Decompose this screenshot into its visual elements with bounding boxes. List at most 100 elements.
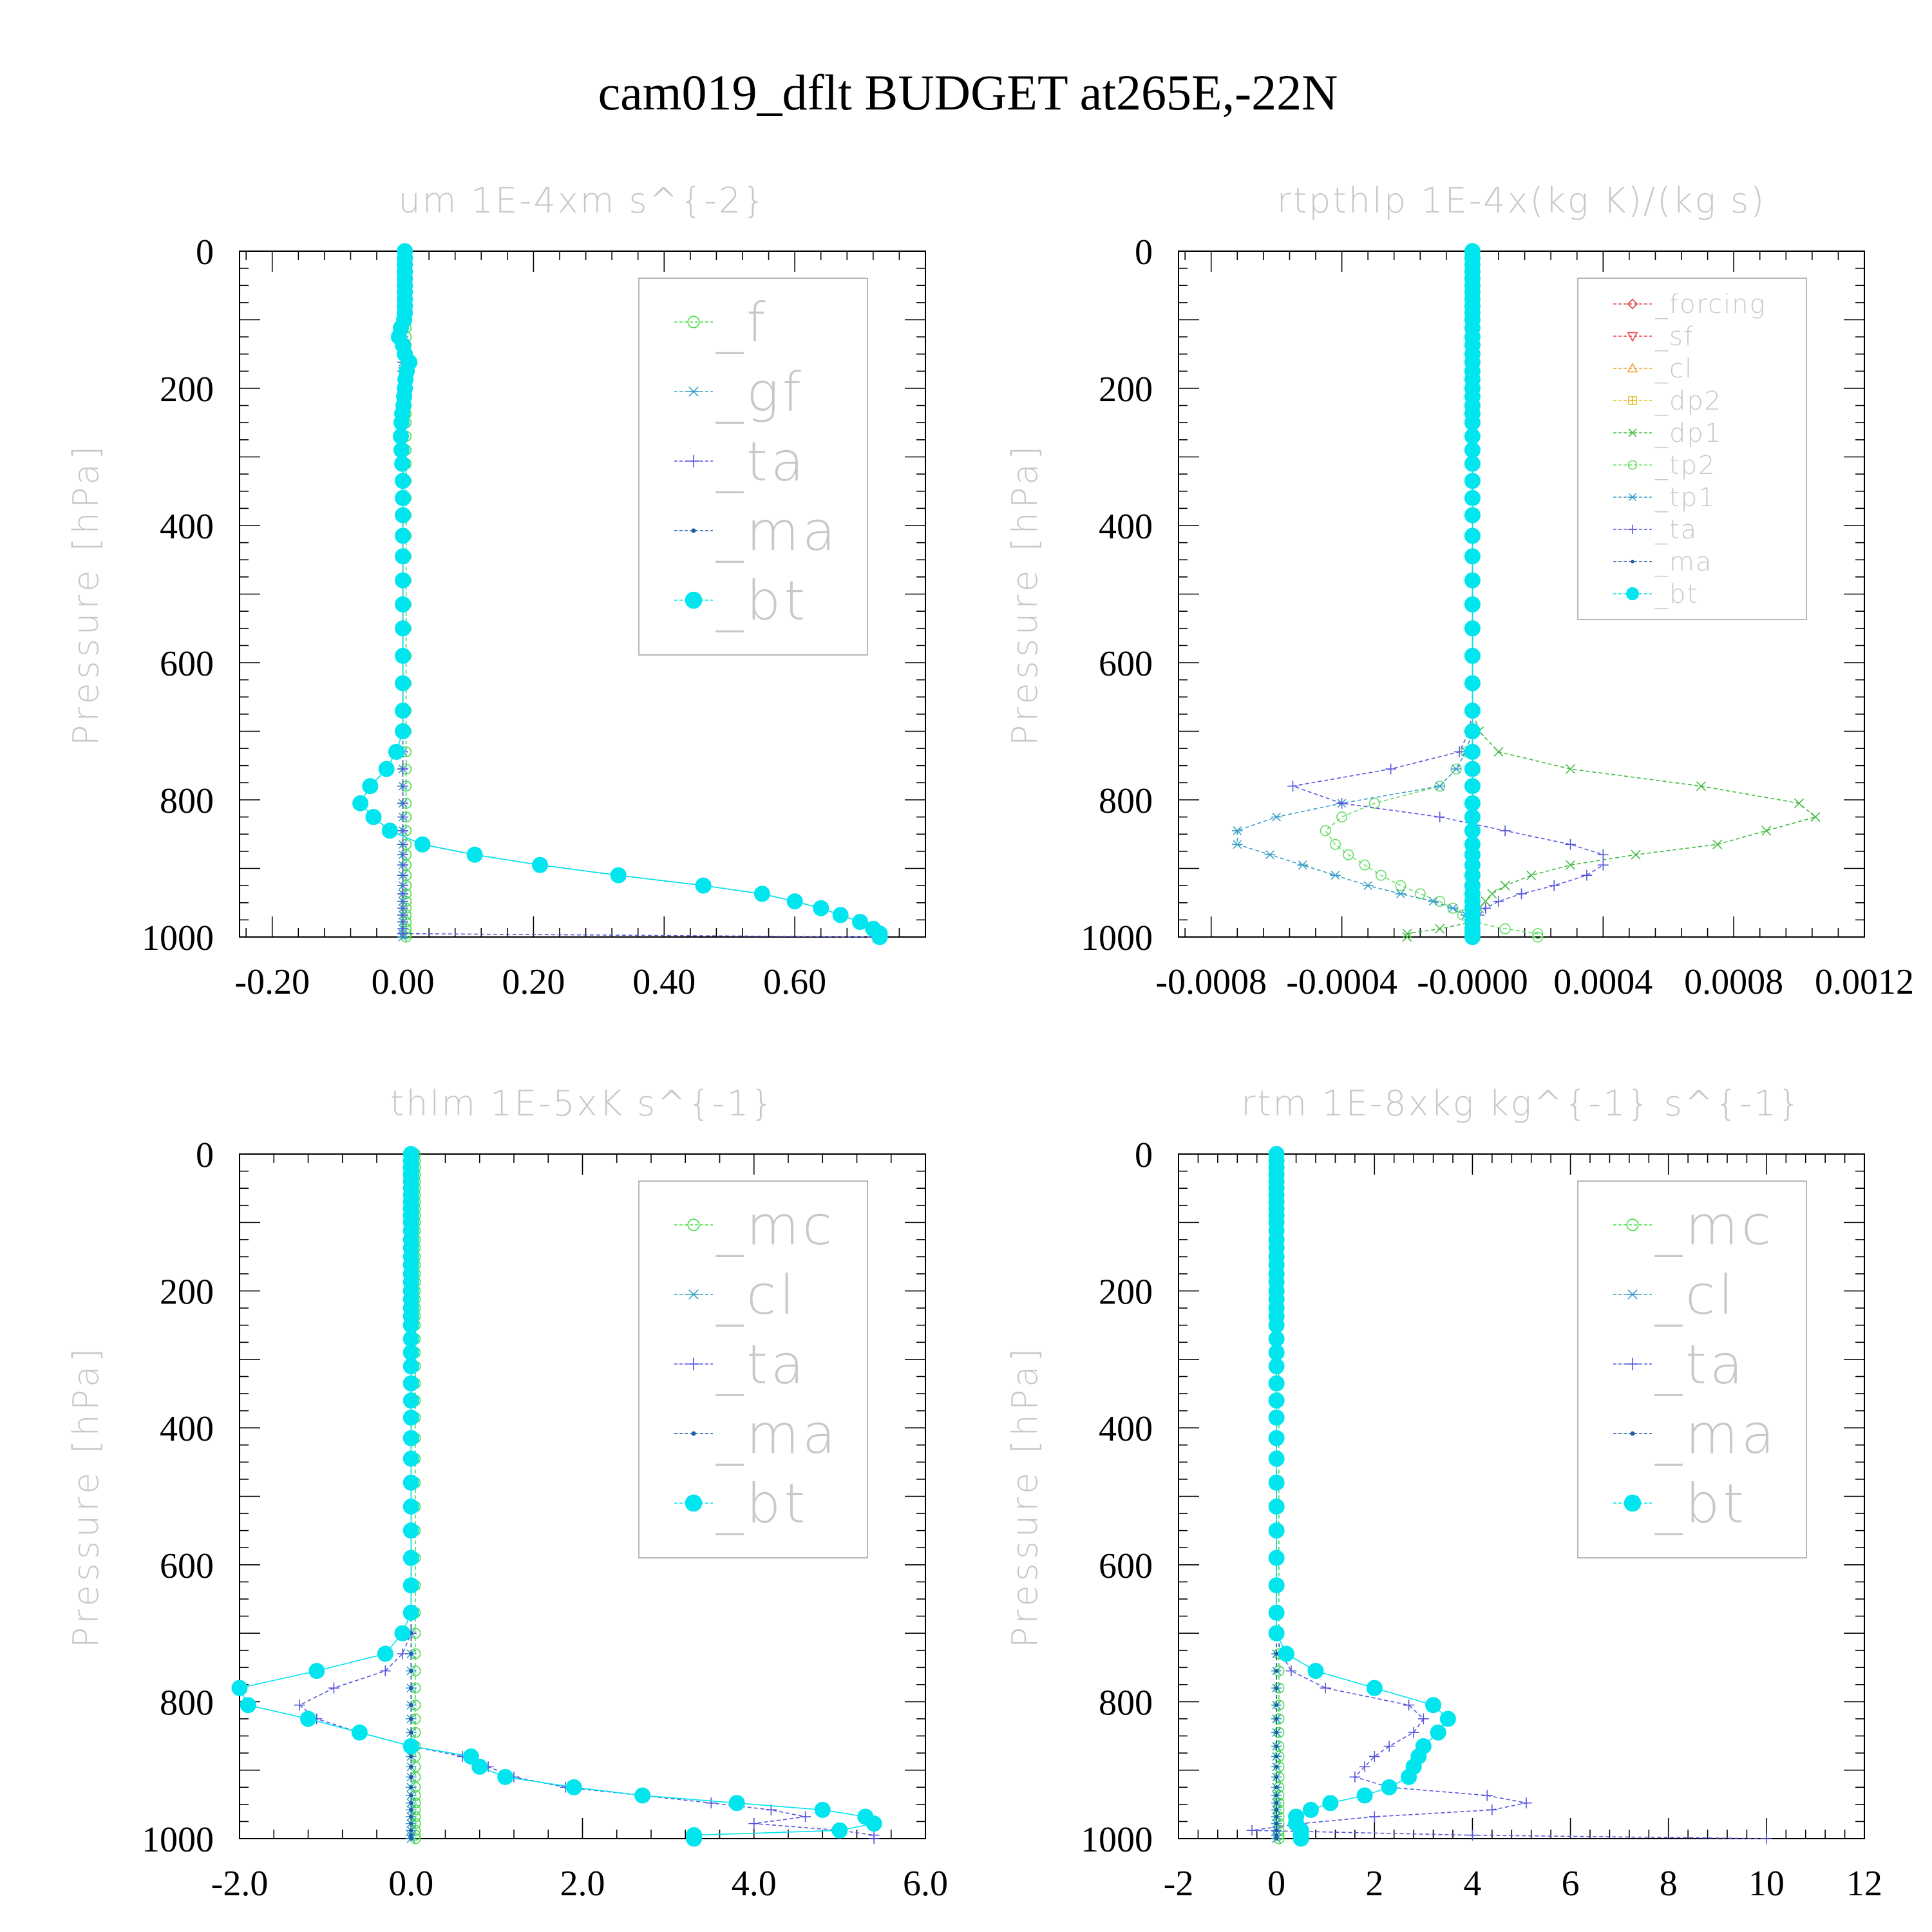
legend: _f _gf_ta _ma_bt [638, 278, 868, 656]
data-point [1385, 763, 1397, 775]
legend-label: _bt [1654, 580, 1698, 609]
data-point [1520, 1797, 1532, 1809]
legend-label: _sf [1654, 322, 1694, 352]
data-point [832, 907, 849, 923]
data-point [1330, 871, 1341, 880]
data-point [1274, 1754, 1279, 1759]
data-point [1487, 889, 1497, 899]
data-point [1532, 931, 1544, 943]
data-point [1464, 414, 1481, 431]
legend-item: _ma [674, 1403, 838, 1466]
data-point [1447, 904, 1459, 913]
data-point [1434, 781, 1446, 791]
legend-label: _bt [715, 569, 808, 632]
data-point [409, 1821, 413, 1826]
series-path [1251, 1154, 1766, 1839]
series-line [1464, 243, 1481, 945]
data-point [1268, 1317, 1285, 1334]
series-path [1236, 251, 1473, 937]
data-point [397, 838, 408, 850]
data-point [379, 1665, 391, 1676]
data-point [1434, 811, 1446, 823]
data-point [813, 900, 829, 916]
data-point [1500, 880, 1510, 891]
legend-label: _tp1 [1654, 483, 1716, 513]
legend-item: _ma [1613, 547, 1711, 577]
data-point [395, 507, 412, 524]
x-tick-label: -0.0008 [1155, 962, 1267, 1002]
data-point [1464, 442, 1481, 459]
legend-item: _forcing [1613, 290, 1765, 319]
data-point [395, 675, 412, 692]
data-point [1548, 880, 1560, 891]
data-point [1268, 1430, 1285, 1446]
x-tick-label: -2 [1164, 1864, 1194, 1904]
x-tick-label: 0 [1267, 1864, 1285, 1904]
data-point [1464, 507, 1481, 524]
data-point [1565, 838, 1576, 850]
series-line [352, 243, 888, 945]
legend-item: _bt [1613, 580, 1698, 609]
data-point [402, 1604, 419, 1621]
data-point [1401, 1768, 1417, 1785]
chart-panel: rtm 1E-8xkg kg^{-1} s^{-1} Pressure [hPa]… [1005, 1083, 1882, 1904]
data-point [1414, 888, 1426, 900]
legend-label: _ma [715, 1403, 838, 1466]
x-tick-label: 0.40 [632, 962, 696, 1002]
x-tick-label: -0.0004 [1286, 962, 1397, 1002]
data-point [1268, 1604, 1285, 1621]
data-point [402, 1375, 419, 1392]
data-point [409, 1716, 413, 1721]
x-tick-label: 6 [1562, 1864, 1580, 1904]
legend-label: _cl [715, 1264, 798, 1327]
data-point [1375, 869, 1387, 881]
data-point [1464, 809, 1481, 826]
legend-item: _f [674, 291, 766, 354]
x-tick-label: 6.0 [903, 1864, 948, 1904]
data-point [395, 489, 412, 506]
legend-label: _dp1 [1654, 419, 1722, 448]
chart-panel: rtpthlp 1E-4x(kg K)/(kg s) Pressure [hPa]… [1005, 180, 1914, 1002]
data-point [1464, 620, 1481, 637]
data-point [414, 836, 431, 853]
data-point [1274, 1828, 1279, 1833]
data-point [1417, 1713, 1429, 1725]
legend-label: _ma [1654, 1403, 1777, 1466]
x-tick-label: 2.0 [560, 1864, 605, 1904]
data-point [1532, 928, 1544, 940]
y-tick-label: 600 [160, 1546, 214, 1586]
data-point [1268, 1409, 1285, 1426]
data-point [1343, 849, 1354, 860]
data-point [378, 761, 395, 777]
data-point [397, 928, 408, 940]
data-point [362, 778, 379, 795]
legend: _mc _cl_ta _ma_bt [638, 1180, 868, 1558]
data-point [409, 1808, 413, 1812]
data-point [402, 1430, 419, 1446]
data-point [1486, 1804, 1498, 1815]
data-point [409, 1836, 413, 1841]
series-line [1231, 247, 1478, 942]
data-point [409, 1828, 413, 1833]
y-axis-label: Pressure [hPa] [1005, 1345, 1045, 1648]
data-point [1271, 812, 1282, 822]
chart-panel: um 1E-4xm s^{-2} Pressure [hPa] 0 200 400 600… [66, 180, 926, 1002]
data-point [402, 1331, 419, 1347]
x-tick-label: 10 [1748, 1864, 1785, 1904]
data-point [1408, 1727, 1419, 1738]
data-point [532, 857, 549, 873]
data-point [1402, 932, 1412, 942]
y-tick-label: 600 [1099, 1546, 1153, 1586]
data-point [852, 914, 869, 931]
data-point [686, 1830, 703, 1847]
legend-item: _cl [1613, 1264, 1734, 1327]
legend-box [1577, 278, 1807, 620]
legend-item: _dp1 [1613, 419, 1722, 448]
data-point [381, 822, 398, 839]
data-point [1464, 778, 1481, 795]
data-point [1274, 1785, 1279, 1790]
data-point [1297, 860, 1309, 870]
series-line [1287, 245, 1609, 943]
y-tick-label: 800 [1099, 781, 1153, 821]
data-point [328, 1682, 339, 1694]
